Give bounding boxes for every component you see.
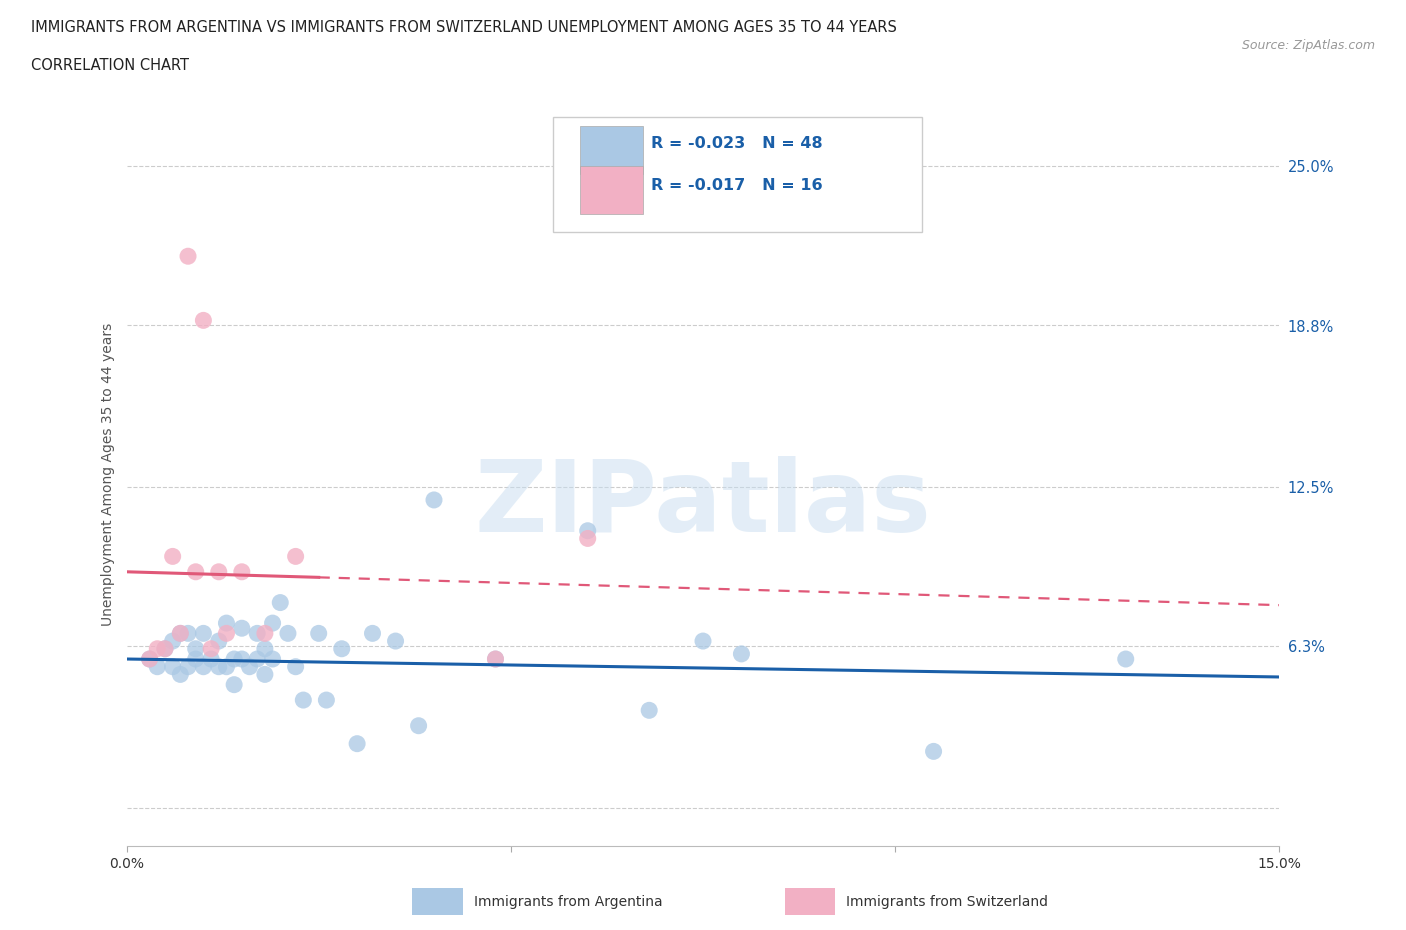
Point <box>231 565 253 579</box>
Point <box>184 652 207 667</box>
Point <box>576 531 599 546</box>
Point <box>162 549 184 564</box>
Point <box>153 642 176 657</box>
Point <box>193 312 215 327</box>
Point <box>922 744 945 759</box>
Point <box>193 659 215 674</box>
Point <box>346 737 368 751</box>
Point <box>215 626 238 641</box>
Point <box>162 633 184 648</box>
Point <box>215 616 238 631</box>
Point <box>177 249 200 264</box>
Point <box>253 626 276 641</box>
Text: Source: ZipAtlas.com: Source: ZipAtlas.com <box>1241 39 1375 52</box>
Point <box>284 659 307 674</box>
Point <box>208 565 231 579</box>
FancyBboxPatch shape <box>579 126 643 175</box>
Text: Immigrants from Argentina: Immigrants from Argentina <box>474 895 662 910</box>
Point <box>361 626 384 641</box>
Point <box>208 633 231 648</box>
Y-axis label: Unemployment Among Ages 35 to 44 years: Unemployment Among Ages 35 to 44 years <box>101 323 115 626</box>
Text: IMMIGRANTS FROM ARGENTINA VS IMMIGRANTS FROM SWITZERLAND UNEMPLOYMENT AMONG AGES: IMMIGRANTS FROM ARGENTINA VS IMMIGRANTS … <box>31 20 897 35</box>
Point <box>484 652 506 667</box>
Point <box>169 626 191 641</box>
Point <box>408 718 430 733</box>
Point <box>308 626 330 641</box>
Point <box>231 621 253 636</box>
Point <box>246 652 269 667</box>
Point <box>330 642 353 657</box>
Point <box>146 642 169 657</box>
Point <box>138 652 160 667</box>
Point <box>169 667 191 682</box>
Point <box>208 659 231 674</box>
Point <box>253 667 276 682</box>
Point <box>423 493 446 508</box>
Point <box>200 642 222 657</box>
Point <box>184 642 207 657</box>
Text: Immigrants from Switzerland: Immigrants from Switzerland <box>846 895 1049 910</box>
FancyBboxPatch shape <box>579 166 643 214</box>
Point <box>177 626 200 641</box>
Point <box>231 652 253 667</box>
FancyBboxPatch shape <box>553 117 922 232</box>
Point <box>262 652 284 667</box>
Point <box>284 549 307 564</box>
Point <box>262 616 284 631</box>
Point <box>292 693 315 708</box>
Point <box>576 524 599 538</box>
Point <box>269 595 291 610</box>
Point <box>238 659 260 674</box>
Point <box>692 633 714 648</box>
Point <box>193 626 215 641</box>
Point <box>169 626 191 641</box>
Point <box>184 565 207 579</box>
Text: R = -0.023   N = 48: R = -0.023 N = 48 <box>651 137 823 152</box>
Point <box>638 703 661 718</box>
Point <box>224 677 246 692</box>
Point <box>277 626 299 641</box>
Point <box>253 642 276 657</box>
Point <box>384 633 406 648</box>
Point <box>138 652 160 667</box>
Point <box>730 646 752 661</box>
Point <box>484 652 506 667</box>
Point <box>315 693 337 708</box>
Point <box>162 659 184 674</box>
Point <box>177 659 200 674</box>
Point <box>153 642 176 657</box>
Point <box>200 652 222 667</box>
Point <box>246 626 269 641</box>
Text: ZIPatlas: ZIPatlas <box>475 456 931 552</box>
Point <box>146 659 169 674</box>
Text: CORRELATION CHART: CORRELATION CHART <box>31 58 188 73</box>
Text: R = -0.017   N = 16: R = -0.017 N = 16 <box>651 179 823 193</box>
Point <box>1115 652 1137 667</box>
Point <box>215 659 238 674</box>
Point <box>224 652 246 667</box>
